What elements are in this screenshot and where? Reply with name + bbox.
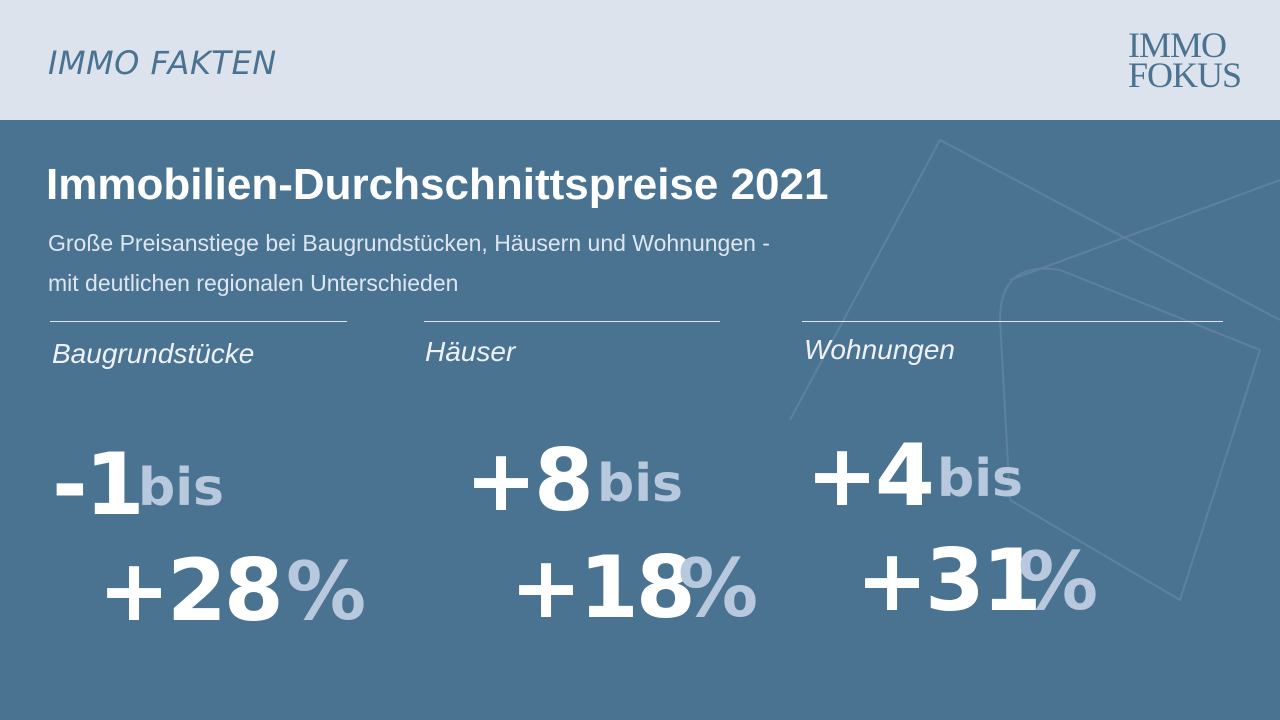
header-label: IMMO FAKTEN — [48, 44, 277, 82]
logo-line: IMMO — [1128, 25, 1227, 65]
connector: bis — [138, 458, 224, 518]
title: Immobilien-Durchschnittspreise 2021 — [46, 160, 829, 209]
header-band — [0, 0, 1280, 120]
background-decoration — [789, 139, 1280, 602]
unit: % — [1018, 535, 1099, 628]
column-label: Häuser — [425, 336, 516, 367]
to-value: +28 — [98, 541, 284, 641]
divider — [424, 321, 720, 322]
unit: % — [678, 542, 759, 635]
subtitle: mit deutlichen regionalen Unterschieden — [48, 270, 459, 296]
logo: IMMO FOKUS — [1128, 25, 1242, 95]
unit: % — [286, 545, 367, 638]
logo-line: FOKUS — [1128, 55, 1242, 95]
connector: bis — [597, 454, 683, 514]
to-value: +31 — [856, 531, 1042, 631]
divider — [802, 321, 1223, 322]
connector: bis — [937, 449, 1023, 509]
column-label: Baugrundstücke — [52, 338, 255, 369]
subtitle: Große Preisanstiege bei Baugrundstücken,… — [48, 230, 770, 256]
from-value: +4 — [806, 426, 935, 526]
column-label: Wohnungen — [804, 334, 956, 365]
to-value: +18 — [510, 538, 696, 638]
divider — [50, 321, 347, 322]
from-value: -1 — [52, 435, 145, 535]
from-value: +8 — [465, 431, 594, 531]
